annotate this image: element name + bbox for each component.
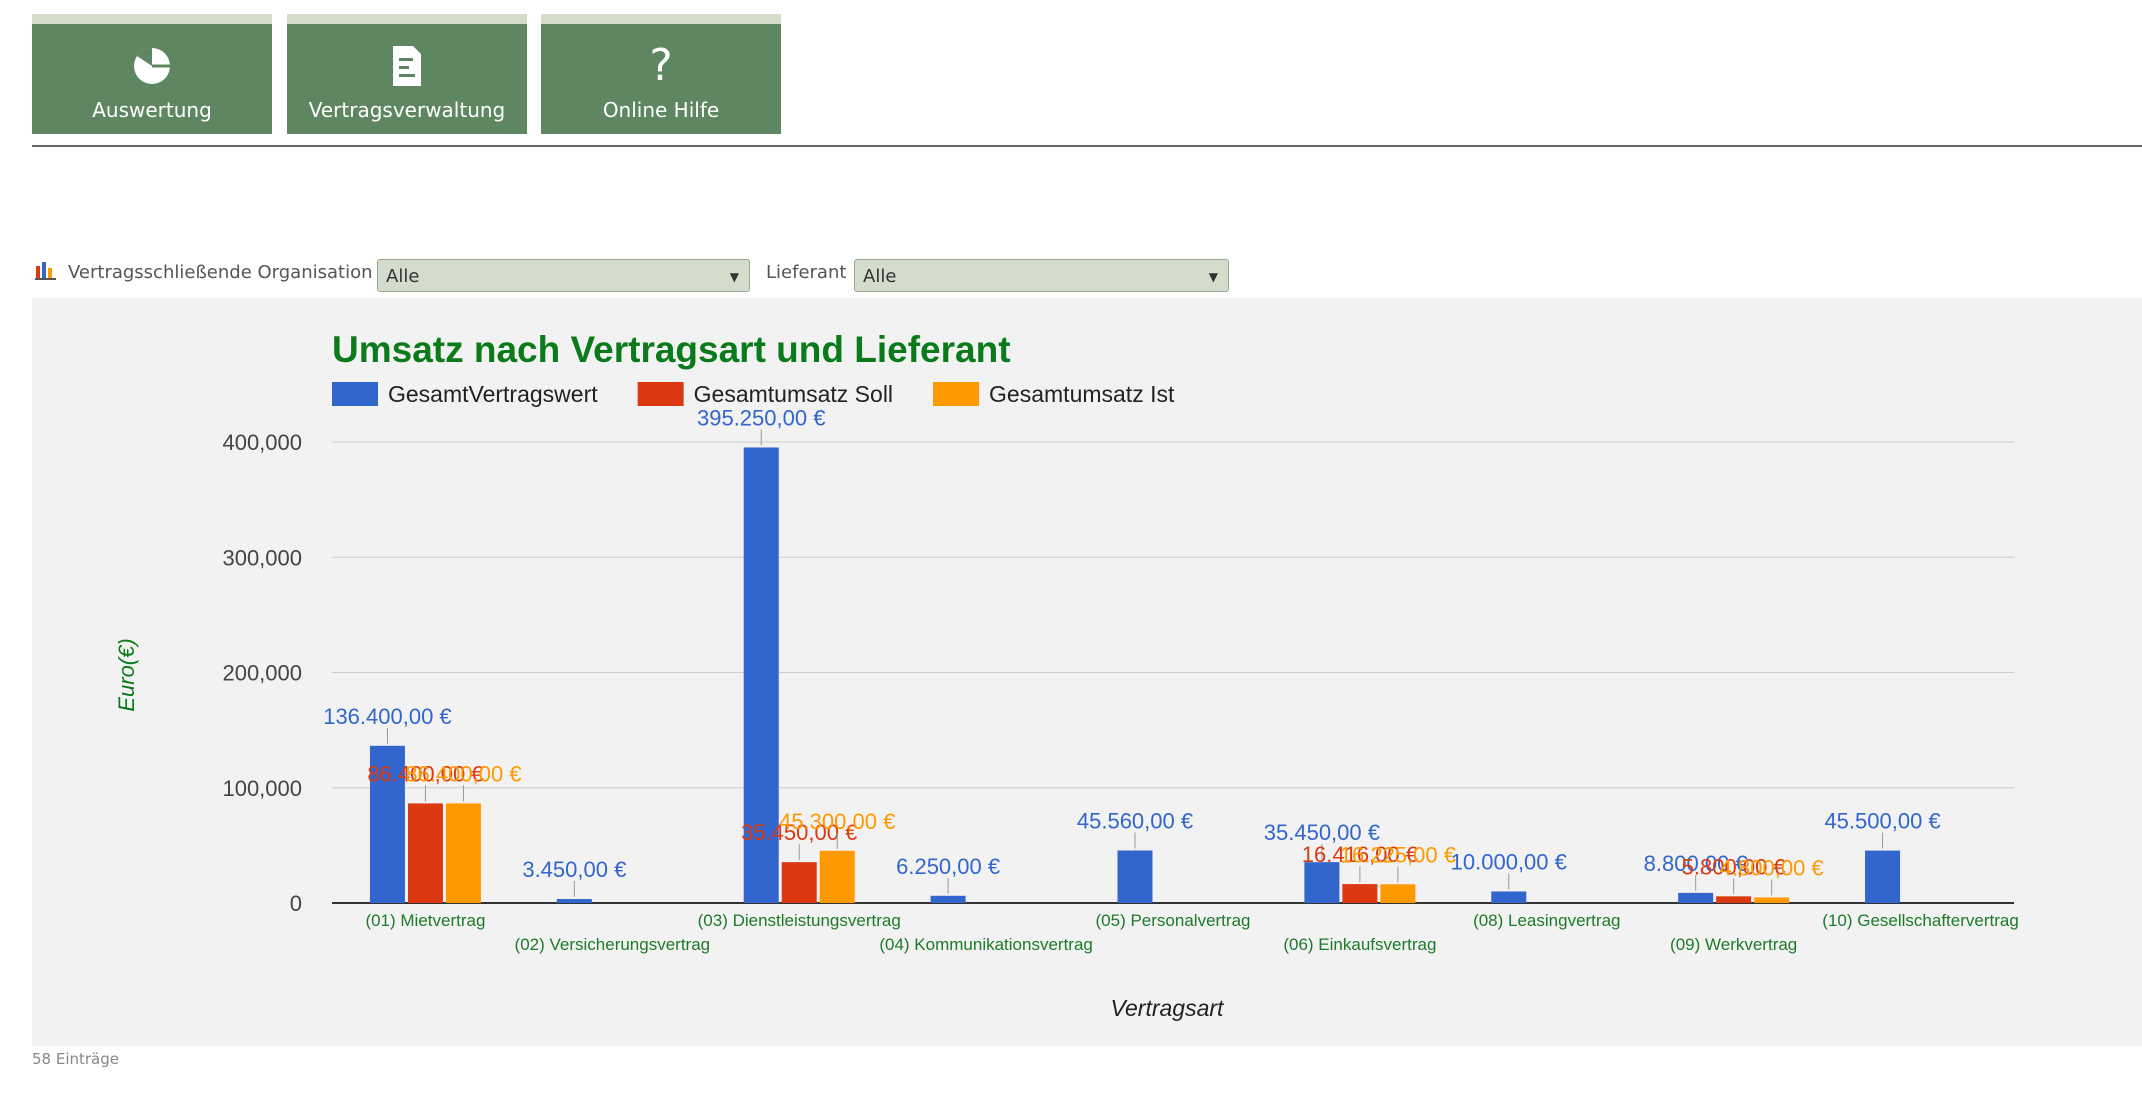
- x-tick-label: (04) Kommunikationsvertrag: [879, 935, 1093, 954]
- chevron-down-icon: ▼: [729, 270, 739, 284]
- legend-label-0: GesamtVertragswert: [388, 381, 598, 407]
- data-label-4-0: 45.560,00 €: [1077, 808, 1193, 833]
- data-label-2-0: 395.250,00 €: [697, 405, 825, 430]
- header-divider: [32, 145, 2142, 147]
- bar-2-1: [781, 862, 817, 903]
- data-label-5-1: 16.416,00 €: [1302, 842, 1418, 867]
- x-tick-label: (05) Personalvertrag: [1096, 911, 1251, 930]
- data-label-5-0: 35.450,00 €: [1264, 820, 1380, 845]
- bar-3-0: [930, 895, 966, 903]
- data-label-0-2: 86.400,00 €: [405, 761, 521, 786]
- bar-5-2: [1380, 884, 1416, 903]
- x-tick-label: (09) Werkvertrag: [1670, 935, 1797, 954]
- data-label-7-2: 4.800,00 €: [1720, 855, 1824, 880]
- data-label-0-1: 86.400,00 €: [367, 761, 483, 786]
- data-label-2-2: 45.300,00 €: [779, 809, 895, 834]
- bar-0-0: [369, 745, 405, 903]
- bar-4-0: [1117, 850, 1153, 903]
- bar-7-2: [1754, 897, 1790, 903]
- y-tick-label: 200,000: [222, 661, 302, 686]
- x-tick-label: (08) Leasingvertrag: [1473, 911, 1620, 930]
- data-label-6-0: 10.000,00 €: [1451, 849, 1567, 874]
- lieferant-filter-label: Lieferant: [766, 262, 847, 283]
- lieferant-select-value: Alle: [863, 266, 897, 287]
- bar-1-0: [556, 899, 592, 903]
- organisation-select[interactable]: Alle ▼: [377, 259, 750, 292]
- y-axis-label: Euro(€): [114, 638, 139, 711]
- bar-8-0: [1865, 850, 1901, 903]
- chart-title: Umsatz nach Vertragsart und Lieferant: [332, 329, 1011, 370]
- bar-5-1: [1342, 884, 1378, 903]
- data-label-7-1: 5.800,00 €: [1682, 854, 1786, 879]
- legend-swatch-1: [637, 382, 684, 406]
- y-tick-label: 400,000: [222, 430, 302, 455]
- y-tick-label: 0: [290, 891, 302, 916]
- chevron-down-icon: ▼: [1208, 270, 1218, 284]
- organisation-filter-label: Vertragsschließende Organisation: [68, 262, 373, 283]
- legend-swatch-2: [933, 382, 980, 406]
- data-label-7-0: 8.800,00 €: [1644, 851, 1748, 876]
- bar-chart-icon: [35, 260, 57, 280]
- data-label-5-2: 16.225,00 €: [1340, 842, 1456, 867]
- entries-count: 58 Einträge: [32, 1050, 119, 1068]
- bar-chart: Umsatz nach Vertragsart und Lieferant Ges…: [114, 329, 2019, 1021]
- y-tick-label: 300,000: [222, 545, 302, 570]
- data-label-1-0: 3.450,00 €: [522, 857, 626, 882]
- data-label-3-0: 6.250,00 €: [896, 854, 1000, 879]
- legend-swatch-0: [332, 382, 378, 406]
- x-tick-label: (02) Versicherungsvertrag: [515, 935, 711, 954]
- bar-7-1: [1716, 896, 1752, 903]
- organisation-select-value: Alle: [386, 266, 420, 287]
- nav-tile-auswertung[interactable]: Auswertung: [32, 14, 272, 134]
- data-label-8-0: 45.500,00 €: [1824, 809, 1940, 834]
- question-mark-icon: ?: [649, 40, 673, 91]
- data-label-2-1: 35.450,00 €: [741, 820, 857, 845]
- document-list-icon: [287, 44, 527, 88]
- x-tick-label: (01) Mietvertrag: [365, 911, 485, 930]
- x-tick-label: (03) Dienstleistungsvertrag: [698, 911, 901, 930]
- bar-7-0: [1678, 892, 1714, 903]
- x-tick-label: (06) Einkaufsvertrag: [1283, 935, 1436, 954]
- lieferant-select[interactable]: Alle ▼: [854, 259, 1229, 292]
- bar-2-0: [743, 447, 779, 903]
- nav-tile-label: Auswertung: [92, 98, 212, 122]
- chart-panel: Umsatz nach Vertragsart und Lieferant Ges…: [32, 298, 2142, 1046]
- x-axis-label: Vertragsart: [1111, 995, 1226, 1021]
- bar-0-1: [407, 803, 443, 903]
- x-tick-label: (10) Gesellschaftervertrag: [1822, 911, 2019, 930]
- bar-2-2: [819, 850, 855, 903]
- legend-label-2: Gesamtumsatz Ist: [989, 381, 1175, 407]
- nav-tile-online-hilfe[interactable]: ? Online Hilfe: [541, 14, 781, 134]
- data-label-0-0: 136.400,00 €: [323, 704, 451, 729]
- bar-6-0: [1491, 891, 1527, 903]
- bar-0-2: [445, 803, 481, 903]
- nav-tile-label: Vertragsverwaltung: [308, 98, 506, 122]
- nav-tile-label: Online Hilfe: [602, 98, 720, 122]
- y-tick-label: 100,000: [222, 776, 302, 801]
- pie-chart-icon: [32, 44, 272, 88]
- legend-label-1: Gesamtumsatz Soll: [694, 381, 893, 407]
- bar-5-0: [1304, 862, 1340, 903]
- nav-tile-vertragsverwaltung[interactable]: Vertragsverwaltung: [287, 14, 527, 134]
